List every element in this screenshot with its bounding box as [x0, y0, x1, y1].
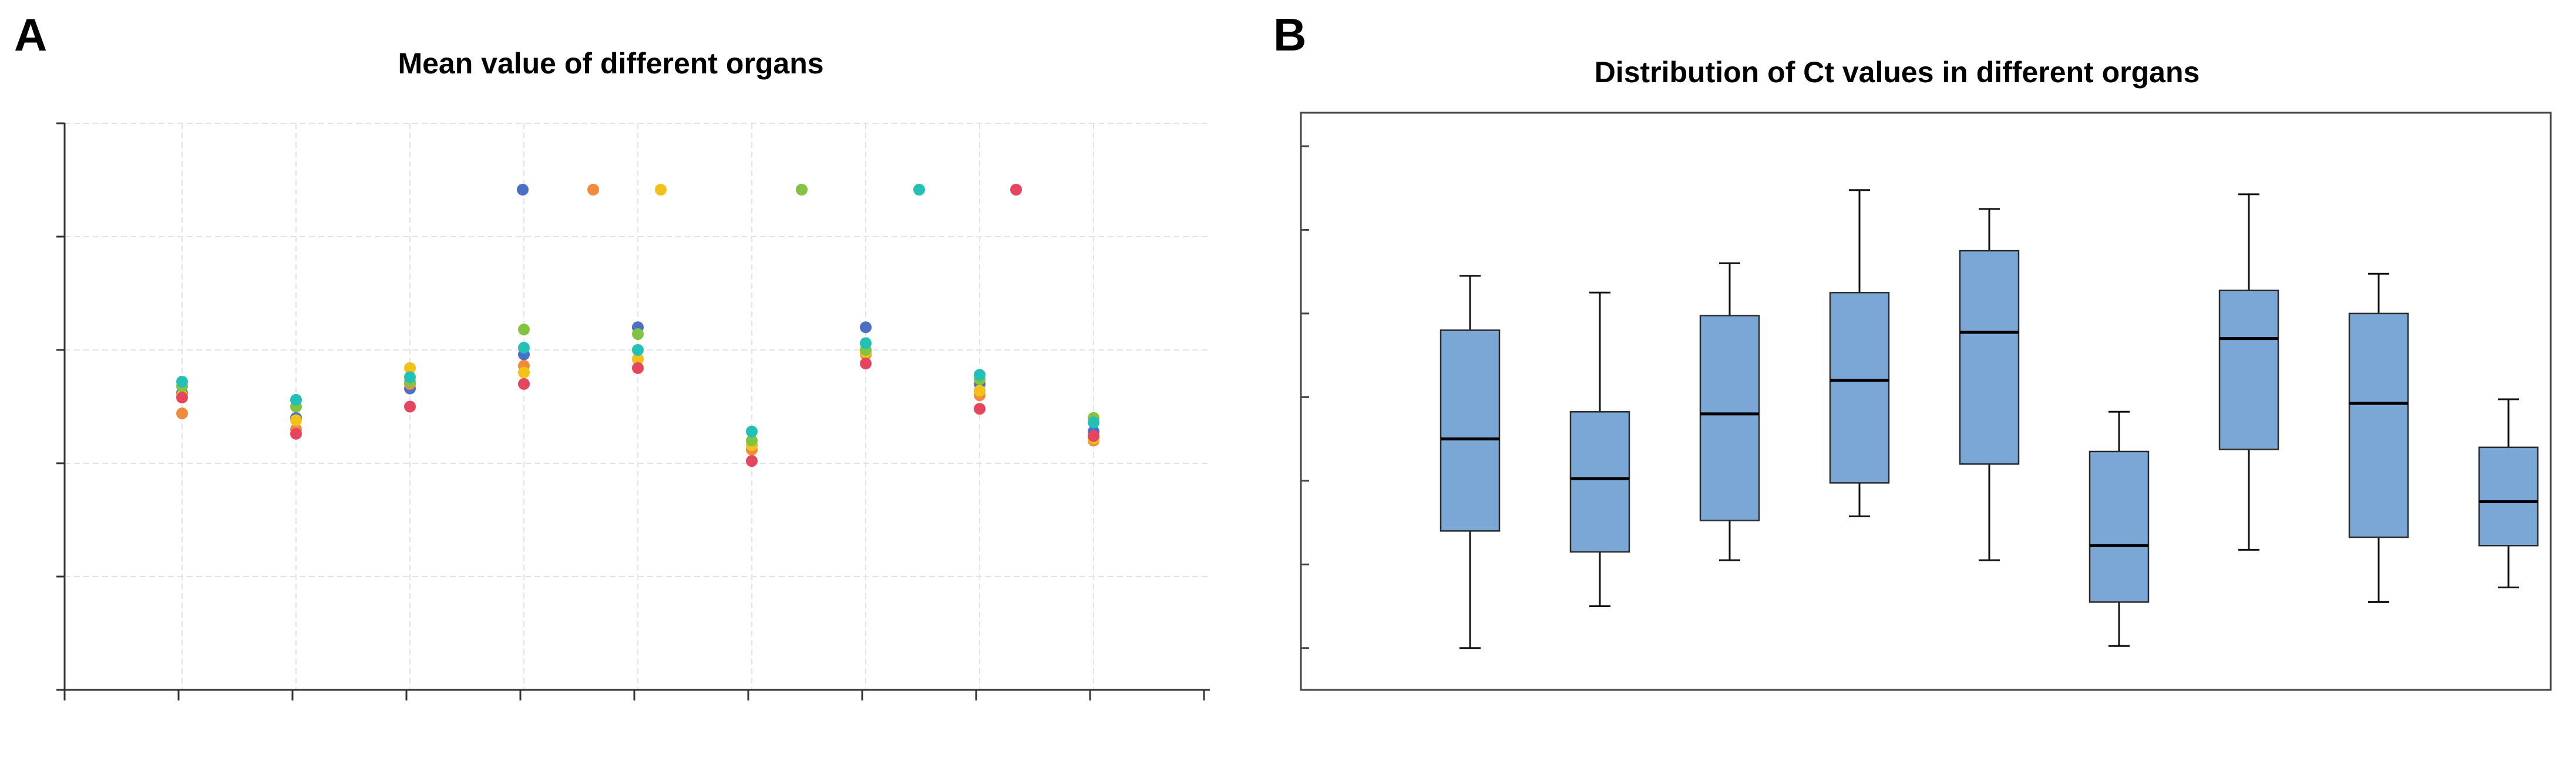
data-point [632, 344, 644, 356]
data-point [404, 400, 416, 413]
panel-b-label: B [1273, 9, 1306, 60]
data-point [176, 407, 188, 420]
legend-marker [587, 184, 599, 196]
data-point [290, 414, 302, 426]
box [1829, 292, 1890, 484]
data-point [404, 371, 416, 383]
data-point [518, 324, 530, 336]
data-point [1088, 416, 1099, 429]
box [1440, 329, 1501, 532]
box [2478, 446, 2539, 547]
data-point [974, 403, 986, 415]
data-point [632, 362, 644, 374]
legend-marker [913, 184, 925, 196]
legend-marker [796, 184, 808, 196]
box [1569, 411, 1630, 553]
data-point [290, 427, 302, 440]
data-point [632, 328, 644, 340]
panel-a-label: A [14, 9, 47, 60]
data-point [518, 378, 530, 390]
box [2218, 289, 2279, 450]
chart-a-title: Mean value of different organs [398, 47, 823, 80]
data-point [290, 393, 302, 406]
chart-b-title: Distribution of Ct values in different o… [1595, 56, 2200, 89]
box [2348, 312, 2409, 538]
data-point [860, 337, 872, 349]
data-point [632, 353, 644, 365]
data-point [404, 362, 416, 374]
data-point [746, 455, 758, 467]
data-point [746, 434, 758, 447]
legend-marker [517, 184, 529, 196]
legend-marker [1010, 184, 1022, 196]
data-point [176, 392, 188, 404]
legend-marker [655, 184, 667, 196]
box [2089, 450, 2150, 603]
plot-frame [1300, 112, 2552, 691]
data-point [860, 358, 872, 370]
data-point [746, 425, 758, 437]
chart-a-scatter [56, 122, 1210, 700]
data-point [518, 342, 530, 354]
data-point [860, 321, 872, 333]
box [1699, 315, 1760, 521]
data-point [518, 366, 530, 379]
data-point [1088, 430, 1099, 442]
box [1959, 250, 2020, 465]
chart-b-boxplot [1300, 112, 2552, 691]
data-point [176, 376, 188, 388]
data-point [974, 369, 986, 381]
data-point [974, 385, 986, 397]
